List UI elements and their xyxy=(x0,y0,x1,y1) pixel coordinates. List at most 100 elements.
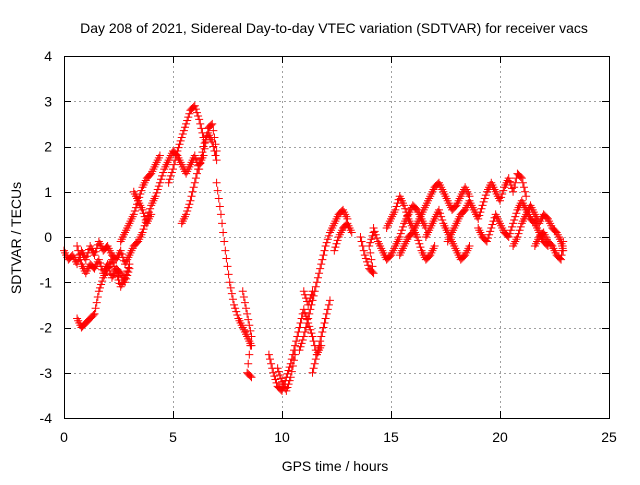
data-point xyxy=(310,359,319,368)
y-tick-label: -2 xyxy=(40,320,53,336)
data-point xyxy=(91,247,100,256)
data-point xyxy=(233,311,242,320)
data-point xyxy=(367,255,376,264)
data-point xyxy=(321,242,330,251)
data-point xyxy=(218,219,227,228)
data-point xyxy=(515,226,524,235)
data-point xyxy=(364,261,373,270)
data-point xyxy=(94,287,103,296)
data-point xyxy=(318,255,327,264)
data-point xyxy=(111,265,120,274)
data-point xyxy=(306,294,315,303)
data-point xyxy=(157,175,166,184)
data-point xyxy=(109,259,118,268)
data-point xyxy=(171,156,180,165)
data-point xyxy=(224,270,233,279)
data-point xyxy=(230,300,239,309)
data-point xyxy=(129,210,138,219)
data-point xyxy=(130,206,139,215)
data-point xyxy=(312,350,321,359)
data-point xyxy=(322,309,331,318)
data-point xyxy=(299,287,308,296)
data-point xyxy=(73,242,82,251)
data-point xyxy=(369,269,378,278)
data-point xyxy=(317,260,326,269)
data-point xyxy=(93,292,102,301)
data-point xyxy=(323,235,332,244)
data-point xyxy=(146,204,155,213)
data-point xyxy=(82,252,91,261)
data-point xyxy=(201,137,210,146)
data-point xyxy=(192,108,201,117)
data-point xyxy=(496,196,504,205)
data-point xyxy=(245,321,254,330)
data-point xyxy=(414,236,423,245)
data-point xyxy=(159,168,168,177)
data-point xyxy=(122,270,131,279)
data-point xyxy=(291,341,300,350)
data-point xyxy=(288,361,297,370)
data-point xyxy=(371,230,380,239)
data-point xyxy=(243,309,252,318)
data-point xyxy=(513,233,522,241)
data-point xyxy=(357,237,366,246)
data-point xyxy=(274,367,283,376)
data-point xyxy=(318,328,327,337)
data-point xyxy=(313,273,322,282)
data-point xyxy=(398,222,407,231)
x-axis-label: GPS time / hours xyxy=(282,458,389,474)
data-point xyxy=(306,325,315,334)
data-point xyxy=(368,231,377,240)
data-point xyxy=(504,233,513,241)
data-point xyxy=(231,304,240,313)
data-point xyxy=(356,233,365,241)
data-point xyxy=(497,193,506,202)
data-point xyxy=(400,201,409,210)
data-point xyxy=(369,223,378,232)
data-point xyxy=(191,174,200,183)
data-point xyxy=(509,219,518,228)
data-point xyxy=(264,350,273,359)
data-point xyxy=(175,140,184,149)
data-point xyxy=(367,235,376,244)
data-point xyxy=(308,287,317,296)
data-point xyxy=(222,254,231,263)
axis-ticks xyxy=(64,56,610,419)
data-point xyxy=(275,371,284,380)
data-point xyxy=(147,210,156,219)
data-point xyxy=(167,168,176,177)
data-point xyxy=(392,202,401,211)
data-point xyxy=(216,210,225,219)
data-point xyxy=(189,183,198,192)
data-point xyxy=(315,341,324,350)
data-point xyxy=(185,200,194,209)
data-point xyxy=(366,238,375,247)
data-point xyxy=(474,214,483,223)
data-point xyxy=(297,339,306,348)
data-point xyxy=(299,332,308,341)
data-point xyxy=(95,259,104,268)
data-point xyxy=(276,374,285,383)
data-point xyxy=(304,314,313,323)
data-point xyxy=(192,169,201,178)
data-point xyxy=(139,225,148,234)
data-point xyxy=(401,204,410,213)
data-point xyxy=(94,255,103,264)
data-point xyxy=(232,307,241,316)
data-point xyxy=(215,202,224,211)
data-point xyxy=(516,222,525,231)
data-point xyxy=(155,178,164,187)
data-point xyxy=(245,350,254,359)
data-point xyxy=(486,227,495,236)
data-point xyxy=(477,204,486,213)
data-point xyxy=(210,133,219,142)
data-point xyxy=(311,355,320,364)
data-point xyxy=(179,126,188,135)
data-point xyxy=(242,304,251,313)
data-point xyxy=(514,229,523,238)
data-point xyxy=(305,297,314,306)
data-point xyxy=(187,192,196,201)
data-point xyxy=(154,182,163,191)
